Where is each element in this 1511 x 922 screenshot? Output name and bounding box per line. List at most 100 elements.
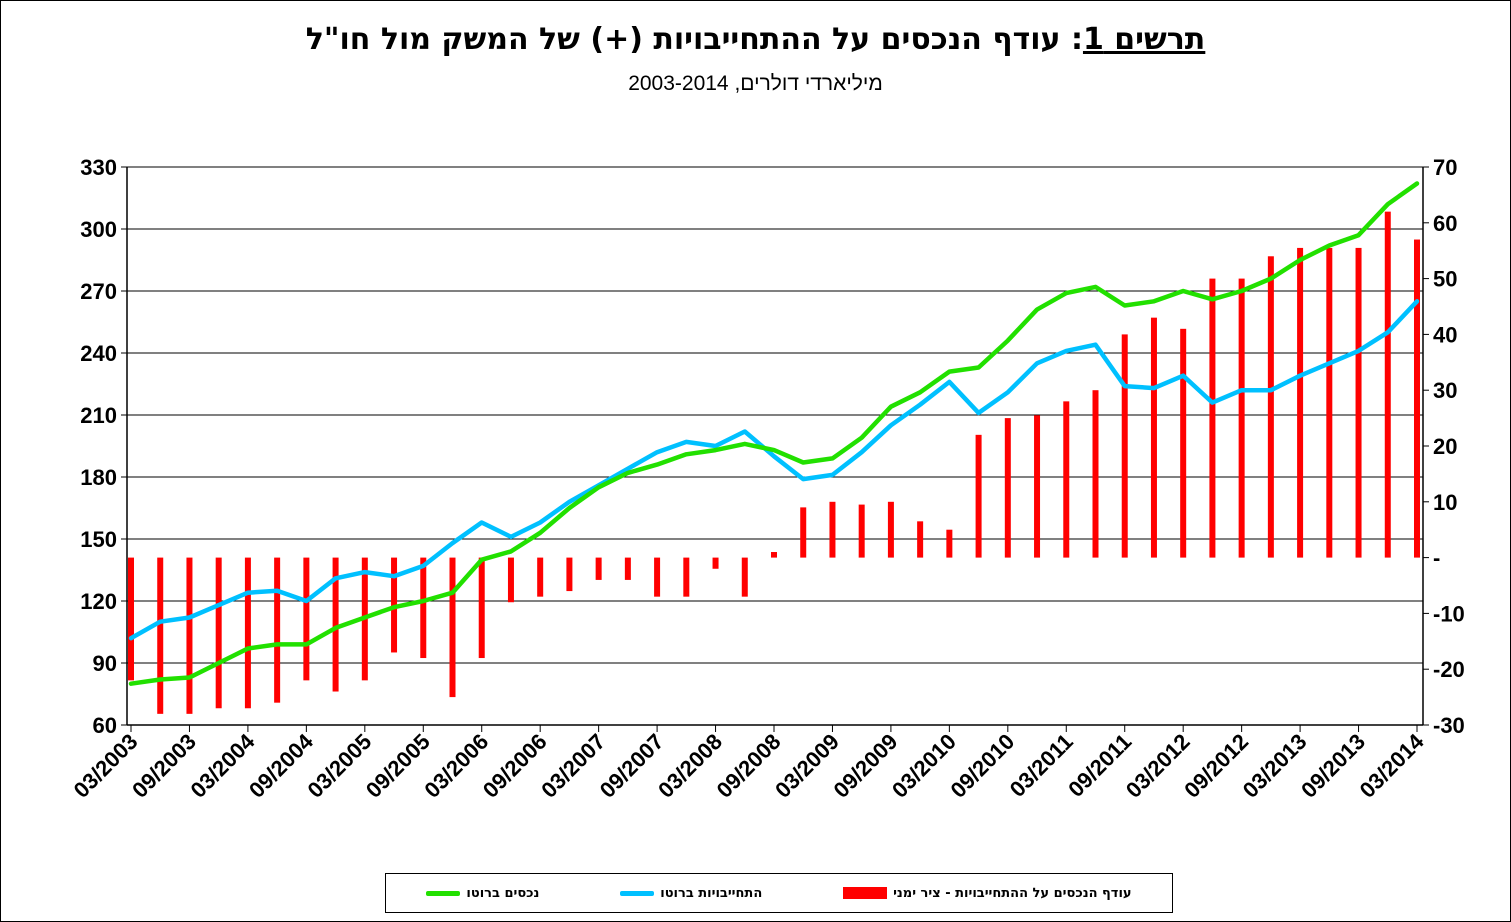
x-tick-label: 03/2007 [536,729,610,803]
y-right-tick-label: -30 [1433,713,1465,738]
bar-surplus [507,557,514,603]
bar-surplus [566,557,573,592]
y-left-tick-label: 150 [80,527,117,552]
bar-surplus [858,504,865,558]
x-tick-label: 03/2003 [69,729,143,803]
x-tick-label: 09/2009 [829,729,903,803]
bar-surplus [332,557,339,692]
x-tick-label: 09/2010 [945,729,1019,803]
y-left-tick-label: 210 [80,403,117,428]
bar-surplus [274,557,281,703]
x-tick-label: 09/2004 [244,728,318,802]
chart-title-prefix: תרשים 1 [1082,22,1206,57]
bar-surplus [478,557,485,659]
y-left-tick-label: 240 [80,341,117,366]
legend-item-assets: נכסים ברוטו [426,886,539,901]
bar-surplus [946,529,953,558]
bar-surplus [157,557,164,714]
bar-surplus [975,434,982,558]
x-tick-label: 03/2010 [887,729,961,803]
bar-surplus [1414,239,1420,558]
chart-subtitle: מיליארדי דולרים, 2003-2014 [628,72,883,95]
y-right-tick-label: 70 [1433,155,1457,180]
bar-surplus [1092,390,1099,558]
y-left-tick-label: 330 [80,155,117,180]
y-left-tick-label: 90 [93,651,117,676]
bar-surplus [1267,256,1274,558]
y-right-tick-label: 20 [1433,434,1457,459]
x-tick-label: 03/2004 [186,728,260,802]
x-tick-label: 09/2003 [127,729,201,803]
x-tick-label: 09/2012 [1179,729,1253,803]
bar-surplus [683,557,690,597]
bar-surplus [537,557,544,597]
bar-surplus [595,557,602,580]
bar-surplus [771,552,777,558]
y-left-tick-label: 60 [93,713,117,738]
bar-surplus [1326,247,1333,558]
bar-surplus [303,557,310,681]
y-left-tick-label: 120 [80,589,117,614]
bar-surplus [128,557,134,681]
bar-surplus [449,557,456,698]
x-tick-label: 03/2013 [1238,729,1312,803]
legend-item-surplus: עודף הנכסים על ההתחייבויות - ציר ימני [843,886,1132,901]
y-right-tick-label: 50 [1433,267,1457,292]
x-tick-label: 09/2005 [361,729,435,803]
legend-swatch-surplus [843,887,888,899]
legend-label-liabilities: התחייבויות ברוטו [660,885,763,901]
bar-surplus [741,557,748,597]
bar-surplus [1297,247,1304,558]
bar-surplus [1209,278,1216,558]
chart-legend: עודף הנכסים על ההתחייבויות - ציר ימני הת… [385,873,1173,913]
chart-title: תרשים 1: עודף הנכסים על ההתחייבויות (+) … [0,22,1511,57]
y-right-tick-label: -10 [1433,601,1465,626]
legend-label-surplus: עודף הנכסים על ההתחייבויות - ציר ימני [893,885,1132,901]
x-tick-label: 03/2006 [419,729,493,803]
bar-surplus [1121,334,1128,558]
bar-surplus [1004,418,1011,558]
bar-surplus [1034,415,1041,558]
bar-surplus [215,557,222,709]
bar-surplus [1150,317,1157,558]
x-tick-label: 03/2011 [1005,729,1078,802]
x-tick-label: 09/2006 [478,729,552,803]
x-tick-label: 09/2007 [595,729,669,803]
x-tick-label: 03/2014 [1355,728,1429,802]
legend-swatch-assets [426,890,461,896]
bar-surplus [420,557,427,659]
y-left-tick-label: 270 [80,279,117,304]
y-left-tick-label: 180 [80,465,117,490]
bar-surplus [1180,328,1187,558]
x-tick-label: 09/2008 [712,729,786,803]
y-right-tick-label: 40 [1433,322,1457,347]
bar-surplus [244,557,251,709]
x-tick-label: 03/2009 [770,729,844,803]
bar-surplus [917,521,924,558]
y-right-tick-label: 10 [1433,490,1457,515]
chart-title-main: : עודף הנכסים על ההתחייבויות (+) של המשק… [305,22,1083,57]
line-liabilities [128,299,1420,641]
bar-surplus [1384,211,1391,558]
y-right-tick-label: - [1433,546,1440,571]
bar-surplus [800,507,807,558]
bar-surplus [887,501,894,558]
x-tick-label: 03/2005 [302,729,376,803]
bar-surplus [1238,278,1245,558]
bar-surplus [654,557,661,597]
bar-surplus [829,501,836,558]
bar-surplus [712,557,719,569]
legend-swatch-liabilities [620,890,655,896]
bar-surplus [1355,247,1362,558]
line-assets [128,181,1420,686]
bar-surplus [1063,401,1070,558]
x-tick-label: 03/2012 [1121,729,1195,803]
bar-surplus [624,557,631,580]
x-tick-label: 09/2013 [1296,729,1370,803]
y-right-tick-label: 60 [1433,211,1457,236]
y-right-tick-label: -20 [1433,657,1465,682]
legend-item-liabilities: התחייבויות ברוטו [620,886,762,901]
x-tick-label: 03/2008 [653,729,727,803]
